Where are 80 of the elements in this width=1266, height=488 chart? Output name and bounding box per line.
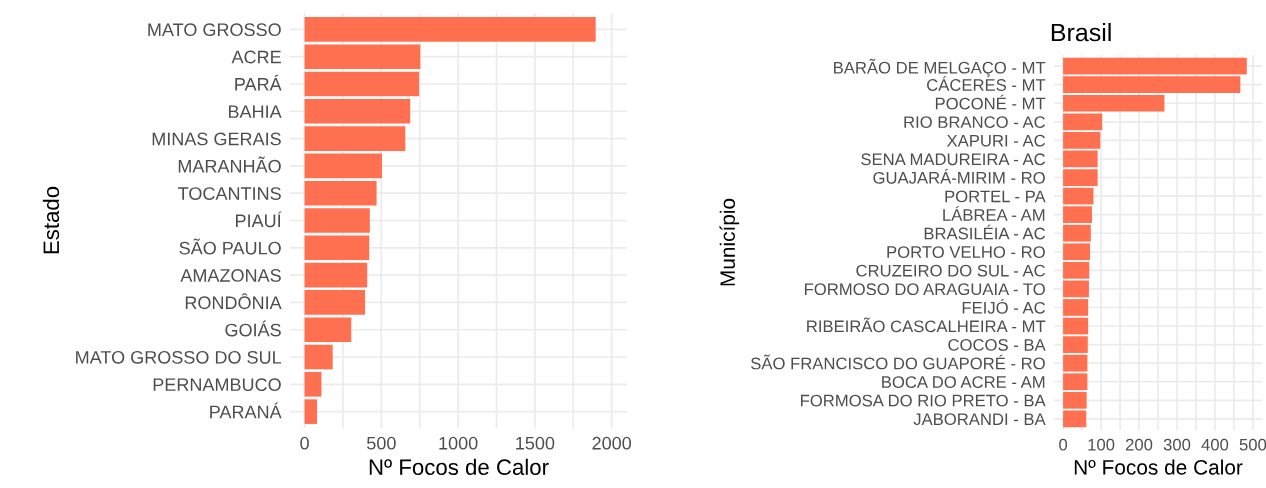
- bar: [1063, 57, 1247, 75]
- bar: [1063, 76, 1241, 94]
- y-tick-label: ACRE: [231, 50, 281, 64]
- y-tick-label: FORMOSO DO ARAGUAIA - TO: [804, 283, 1045, 296]
- bar: [1063, 410, 1087, 428]
- y-tick-label: LÁBREA - AM: [943, 206, 1045, 221]
- bar: [304, 153, 382, 179]
- x-tick-label: 400: [1201, 438, 1229, 451]
- bar: [1063, 261, 1090, 279]
- y-tick-label: GOIÁS: [225, 320, 281, 337]
- y-tick-label: JABORANDI - BA: [913, 413, 1046, 426]
- bar: [1063, 317, 1089, 335]
- bar: [304, 99, 411, 124]
- y-tick-label: CÁCERES - MT: [927, 76, 1046, 91]
- bar: [304, 290, 366, 315]
- y-tick-label: SENA MADUREIRA - AC: [861, 153, 1046, 166]
- y-tick-label: PORTO VELHO - RO: [887, 246, 1045, 258]
- y-tick-label: PARANÁ: [210, 402, 282, 419]
- bar: [304, 44, 421, 69]
- y-tick-label: MARANHÃO: [178, 156, 281, 173]
- bar: [304, 317, 352, 342]
- bar: [1063, 206, 1092, 224]
- bar: [304, 262, 368, 288]
- x-tick-label: 2000: [592, 436, 632, 450]
- y-tick-label: RIO BRANCO - AC: [904, 116, 1046, 129]
- y-tick-label: BARÃO DE MELGAÇO - MT: [834, 58, 1046, 77]
- bar: [304, 344, 333, 370]
- y-tick-label: CRUZEIRO DO SUL - AC: [856, 264, 1046, 277]
- y-axis-title: Município: [719, 198, 740, 286]
- bar: [1063, 169, 1098, 186]
- y-tick-label: BAHIA: [228, 105, 282, 118]
- y-tick-label: PERNAMBUCO: [153, 378, 281, 392]
- y-tick-label: MATO GROSSO DO SUL: [76, 350, 282, 364]
- x-tick-label: 0: [300, 436, 309, 450]
- y-axis-title: Estado: [42, 186, 60, 254]
- x-axis-title: Nº Focos de Calor: [1074, 459, 1243, 475]
- bar: [1063, 280, 1089, 298]
- bar: [1063, 391, 1087, 409]
- bar: [304, 126, 406, 151]
- y-tick-label: BRASILÉIA - AC: [924, 224, 1046, 240]
- y-tick-label: XAPURI - AC: [946, 134, 1046, 147]
- y-tick-label: MATO GROSSO: [148, 23, 281, 37]
- y-tick-label: PORTEL - PA: [945, 190, 1046, 203]
- bar: [304, 208, 370, 233]
- bar: [1063, 150, 1098, 168]
- bar: [1063, 299, 1089, 316]
- bar: [304, 235, 370, 261]
- x-tick-label: 0: [1059, 438, 1068, 451]
- bar: [304, 71, 420, 97]
- x-tick-label: 500: [367, 436, 396, 450]
- y-tick-label: MINAS GERAIS: [152, 132, 281, 146]
- y-tick-label: RIBEIRÃO CASCALHEIRA - MT: [807, 317, 1046, 333]
- x-tick-label: 100: [1088, 438, 1115, 451]
- x-tick-label: 300: [1163, 438, 1191, 451]
- bar: [304, 180, 377, 206]
- bar: [304, 17, 596, 42]
- x-axis-title: Nº Focos de Calor: [369, 458, 549, 476]
- y-tick-label: GUAJARÁ-MIRIM - RO: [873, 169, 1045, 184]
- y-tick-label: PARÁ: [235, 74, 282, 91]
- x-tick-label: 500: [1239, 438, 1266, 451]
- y-tick-label: SÃO FRANCISCO DO GUAPORÉ - RO: [751, 354, 1045, 370]
- y-tick-label: BOCA DO ACRE - AM: [882, 376, 1045, 388]
- bar: [304, 372, 322, 397]
- y-tick-label: RONDÔNIA: [185, 293, 282, 310]
- chart-title: Brasil: [1051, 22, 1111, 42]
- bar: [1063, 132, 1101, 149]
- y-tick-label: FORMOSA DO RIO PRETO - BA: [801, 394, 1046, 407]
- x-tick-label: 1000: [439, 436, 478, 450]
- y-tick-label: TOCANTINS: [178, 187, 281, 200]
- y-tick-label: SÃO PAULO: [179, 238, 281, 255]
- y-tick-label: PIAUÍ: [235, 211, 282, 228]
- bar: [1063, 187, 1094, 205]
- bar: [304, 399, 318, 424]
- y-tick-label: COCOS - BA: [948, 339, 1046, 351]
- y-tick-label: POCONÉ - MT: [935, 94, 1046, 110]
- x-tick-label: 200: [1125, 438, 1153, 451]
- y-tick-label: AMAZONAS: [180, 269, 281, 282]
- x-tick-label: 1500: [516, 436, 555, 450]
- y-tick-label: FEIJÓ - AC: [962, 299, 1046, 314]
- bar: [1063, 336, 1088, 353]
